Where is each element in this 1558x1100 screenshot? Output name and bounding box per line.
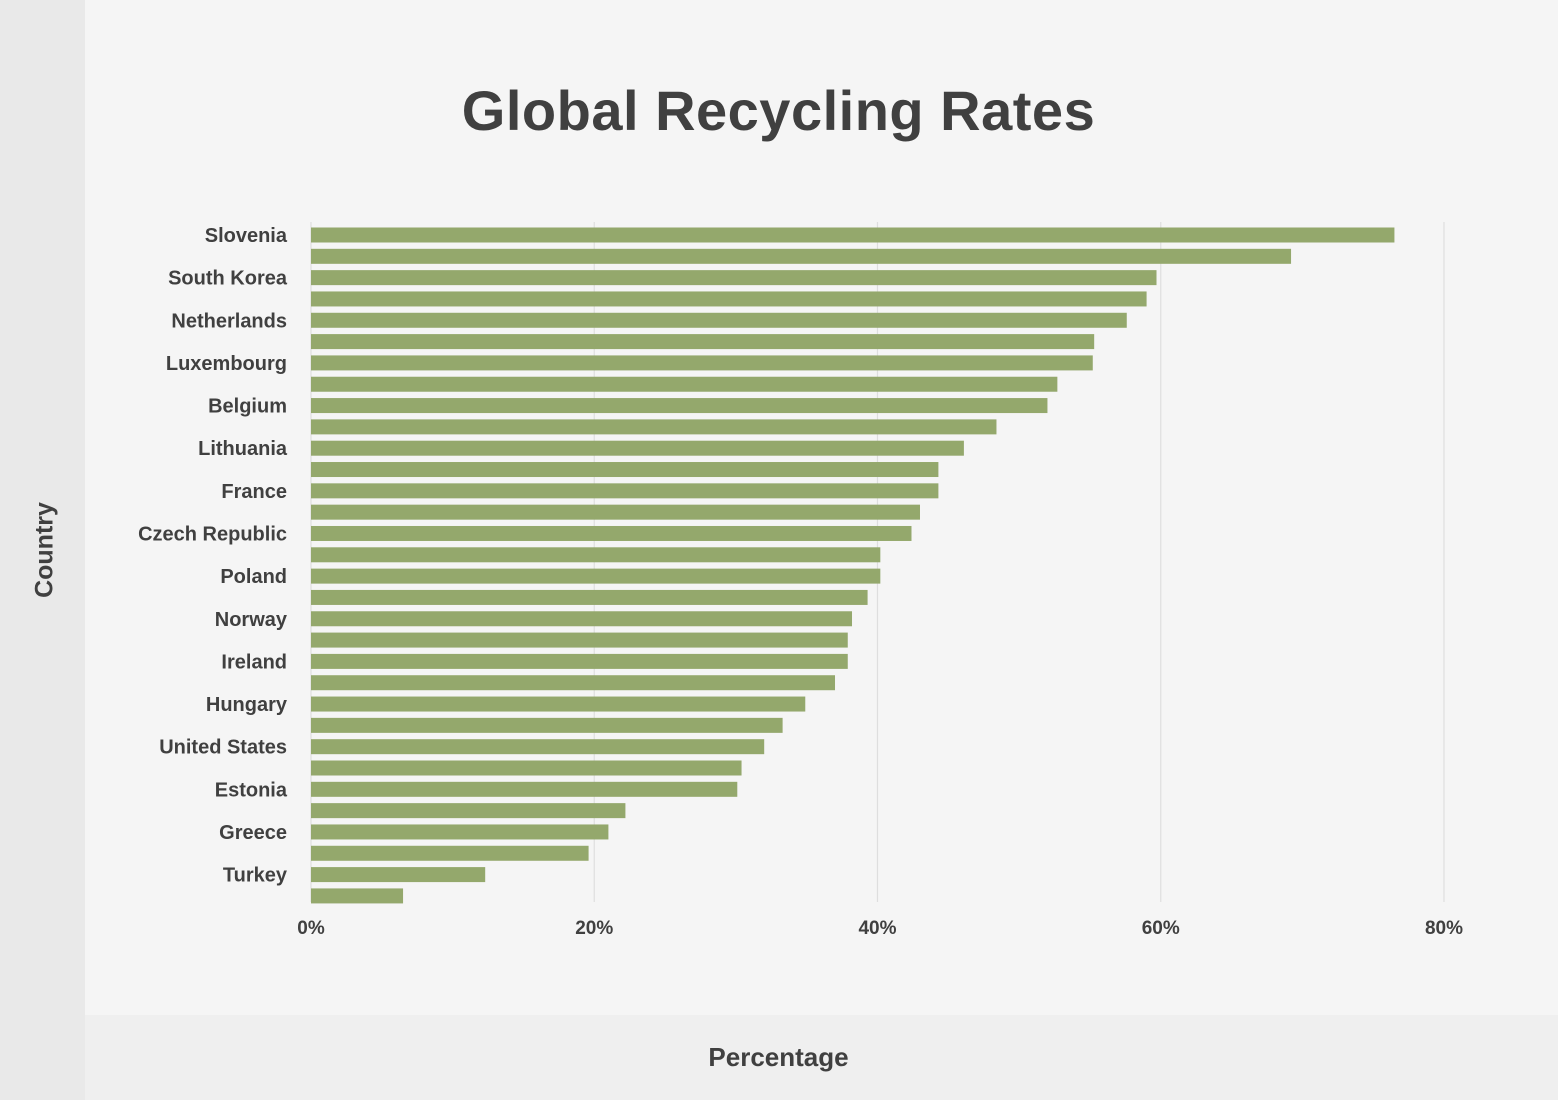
bar [311,696,806,712]
category-label: Belgium [208,396,287,418]
bar [311,440,964,456]
bottom-band [85,1015,1558,1100]
bar [311,781,738,797]
category-label: Ireland [221,651,287,673]
bar [311,824,609,840]
bar [311,355,1093,371]
category-label: Lithuania [198,438,288,460]
category-label: Luxembourg [166,353,287,375]
bar [311,675,836,691]
bar [311,227,1395,243]
category-label: Slovenia [205,225,288,247]
bars [311,227,1395,904]
category-label: South Korea [168,268,288,290]
bar [311,270,1157,286]
category-label: Turkey [223,865,288,887]
x-tick-label: 0% [297,918,325,939]
bar [311,398,1048,414]
category-label: Estonia [215,779,288,801]
category-label: United States [159,737,287,759]
bar [311,589,868,605]
bar [311,760,742,776]
bar [311,462,939,478]
category-labels: Slovenia South Korea Netherlands Luxembourg… [138,225,288,887]
left-band [0,0,85,1100]
bar [311,312,1127,328]
bar [311,611,853,627]
category-label: Greece [219,822,287,844]
bar [311,888,404,904]
category-label: Netherlands [171,310,287,332]
bar [311,739,765,755]
bar [311,504,920,520]
bar [311,248,1292,264]
bar [311,334,1095,350]
bar [311,547,881,563]
x-tick-labels: 0% 20% 40% 60% 80% [297,918,1463,939]
category-label: France [221,481,287,503]
x-tick-label: 60% [1142,918,1180,939]
x-tick-label: 20% [575,918,613,939]
x-axis-label: Percentage [708,1042,849,1072]
bar [311,568,881,584]
bar [311,845,589,861]
category-label: Poland [220,566,287,588]
bar [311,717,783,733]
chart-title: Global Recycling Rates [461,79,1096,142]
x-tick-label: 80% [1425,918,1463,939]
bar [311,803,626,819]
bar [311,867,486,883]
bar [311,376,1058,392]
x-tick-label: 40% [858,918,896,939]
bar [311,653,848,669]
bar [311,291,1147,307]
bar [311,632,848,648]
category-label: Norway [215,609,288,631]
bar [311,483,939,499]
bar [311,419,997,435]
category-label: Czech Republic [138,523,287,545]
bar [311,525,912,541]
category-label: Hungary [206,694,288,716]
